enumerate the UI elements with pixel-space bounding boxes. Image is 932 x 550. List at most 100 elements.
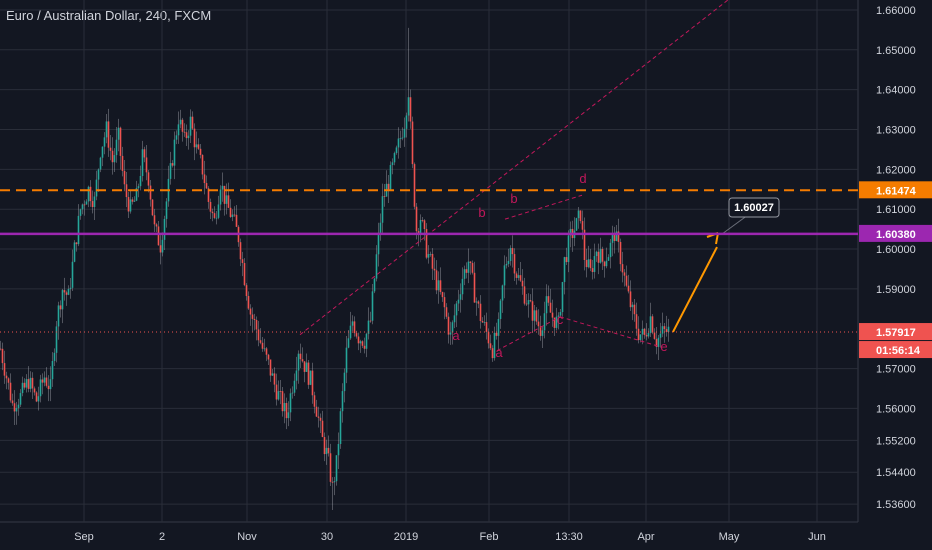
- candle-body: [287, 412, 290, 419]
- candle-body: [617, 231, 620, 242]
- candle-body: [105, 121, 108, 138]
- candle-body: [523, 286, 526, 304]
- candle-body: [347, 338, 350, 348]
- candle-body: [285, 403, 288, 419]
- candle-body: [431, 253, 434, 269]
- candle-body: [377, 232, 380, 255]
- candle-body: [555, 316, 558, 328]
- candle-body: [143, 149, 146, 158]
- candle-body: [171, 163, 174, 166]
- candle-body: [371, 291, 374, 321]
- candle-body: [243, 263, 246, 286]
- candle-body: [107, 121, 110, 148]
- candle-body: [51, 361, 54, 380]
- candle-body: [411, 121, 414, 165]
- candle-body: [531, 301, 534, 321]
- candle-body: [657, 337, 660, 347]
- countdown-label: 01:56:14: [876, 345, 921, 357]
- candle-body: [273, 373, 276, 385]
- candle-body: [579, 210, 582, 222]
- candle-body: [55, 326, 58, 353]
- candle-body: [133, 200, 136, 202]
- candle-body: [335, 455, 338, 482]
- candle-body: [547, 296, 550, 303]
- candle-body: [253, 318, 256, 321]
- candle-body: [405, 115, 408, 129]
- candle-body: [659, 333, 662, 338]
- candle-body: [323, 437, 326, 455]
- candle-body: [491, 348, 494, 359]
- drawing-annotations: a a b b c d e 1.60027: [299, 0, 780, 360]
- candle-body: [189, 116, 192, 136]
- level-price-label: 1.61474: [876, 185, 917, 197]
- candle-body: [607, 257, 610, 261]
- candle-body: [265, 348, 268, 355]
- candle-body: [75, 242, 78, 245]
- candle-body: [321, 420, 324, 438]
- candle-body: [575, 218, 578, 231]
- candle-body: [249, 308, 252, 315]
- wave-label: e: [660, 339, 667, 354]
- candle-body: [151, 199, 154, 216]
- y-tick-label: 1.61000: [876, 204, 916, 216]
- candle-body: [489, 343, 492, 349]
- candle-body: [121, 155, 124, 171]
- candle-body: [139, 176, 142, 187]
- candle-body: [593, 256, 596, 273]
- candle-body: [159, 245, 162, 253]
- candle-body: [393, 153, 396, 163]
- wave-label: a: [495, 345, 503, 360]
- candle-body: [581, 221, 584, 230]
- candle-body: [39, 379, 42, 397]
- candle-body: [305, 362, 308, 372]
- candle-body: [457, 299, 460, 304]
- projection-tag-line: [721, 214, 749, 235]
- candle-body: [123, 170, 126, 185]
- candle-body: [315, 406, 318, 417]
- candle-body: [647, 332, 650, 337]
- candle-body: [163, 218, 166, 240]
- candle-body: [197, 144, 200, 149]
- candle-body: [615, 231, 618, 241]
- candle-body: [303, 361, 306, 372]
- candle-body: [207, 188, 210, 202]
- candle-body: [415, 206, 418, 232]
- candle-body: [661, 326, 664, 334]
- candle-body: [451, 322, 454, 333]
- candle-body: [627, 285, 630, 292]
- candle-body: [185, 132, 188, 139]
- candle-body: [517, 275, 520, 278]
- candle-body: [635, 314, 638, 329]
- candle-body: [665, 329, 668, 333]
- candle-body: [453, 315, 456, 323]
- candle-body: [87, 186, 90, 202]
- x-tick-label: Nov: [237, 531, 257, 543]
- candle-body: [161, 239, 164, 253]
- y-tick-label: 1.65000: [876, 45, 916, 57]
- candle-body: [65, 292, 68, 295]
- y-tick-label: 1.60000: [876, 244, 916, 256]
- candle-body: [631, 304, 634, 308]
- candle-body: [561, 282, 564, 313]
- candle-body: [605, 260, 608, 267]
- candle-body: [271, 373, 274, 376]
- candle-body: [229, 207, 232, 217]
- candle-body: [375, 254, 378, 279]
- candle-body: [309, 370, 312, 385]
- candle-body: [485, 322, 488, 332]
- candle-body: [331, 481, 334, 483]
- x-tick-label: May: [719, 531, 740, 543]
- candle-body: [459, 294, 462, 300]
- level-price-label: 1.57917: [876, 327, 916, 339]
- candle-body: [397, 138, 400, 148]
- candle-body: [619, 241, 622, 265]
- countdown-tag: [859, 341, 932, 359]
- candle-body: [417, 231, 420, 234]
- candle-body: [203, 174, 206, 184]
- candle-body: [505, 263, 508, 266]
- candle-body: [99, 157, 102, 170]
- candle-body: [359, 341, 362, 344]
- candle-body: [569, 228, 572, 236]
- candle-body: [251, 314, 254, 319]
